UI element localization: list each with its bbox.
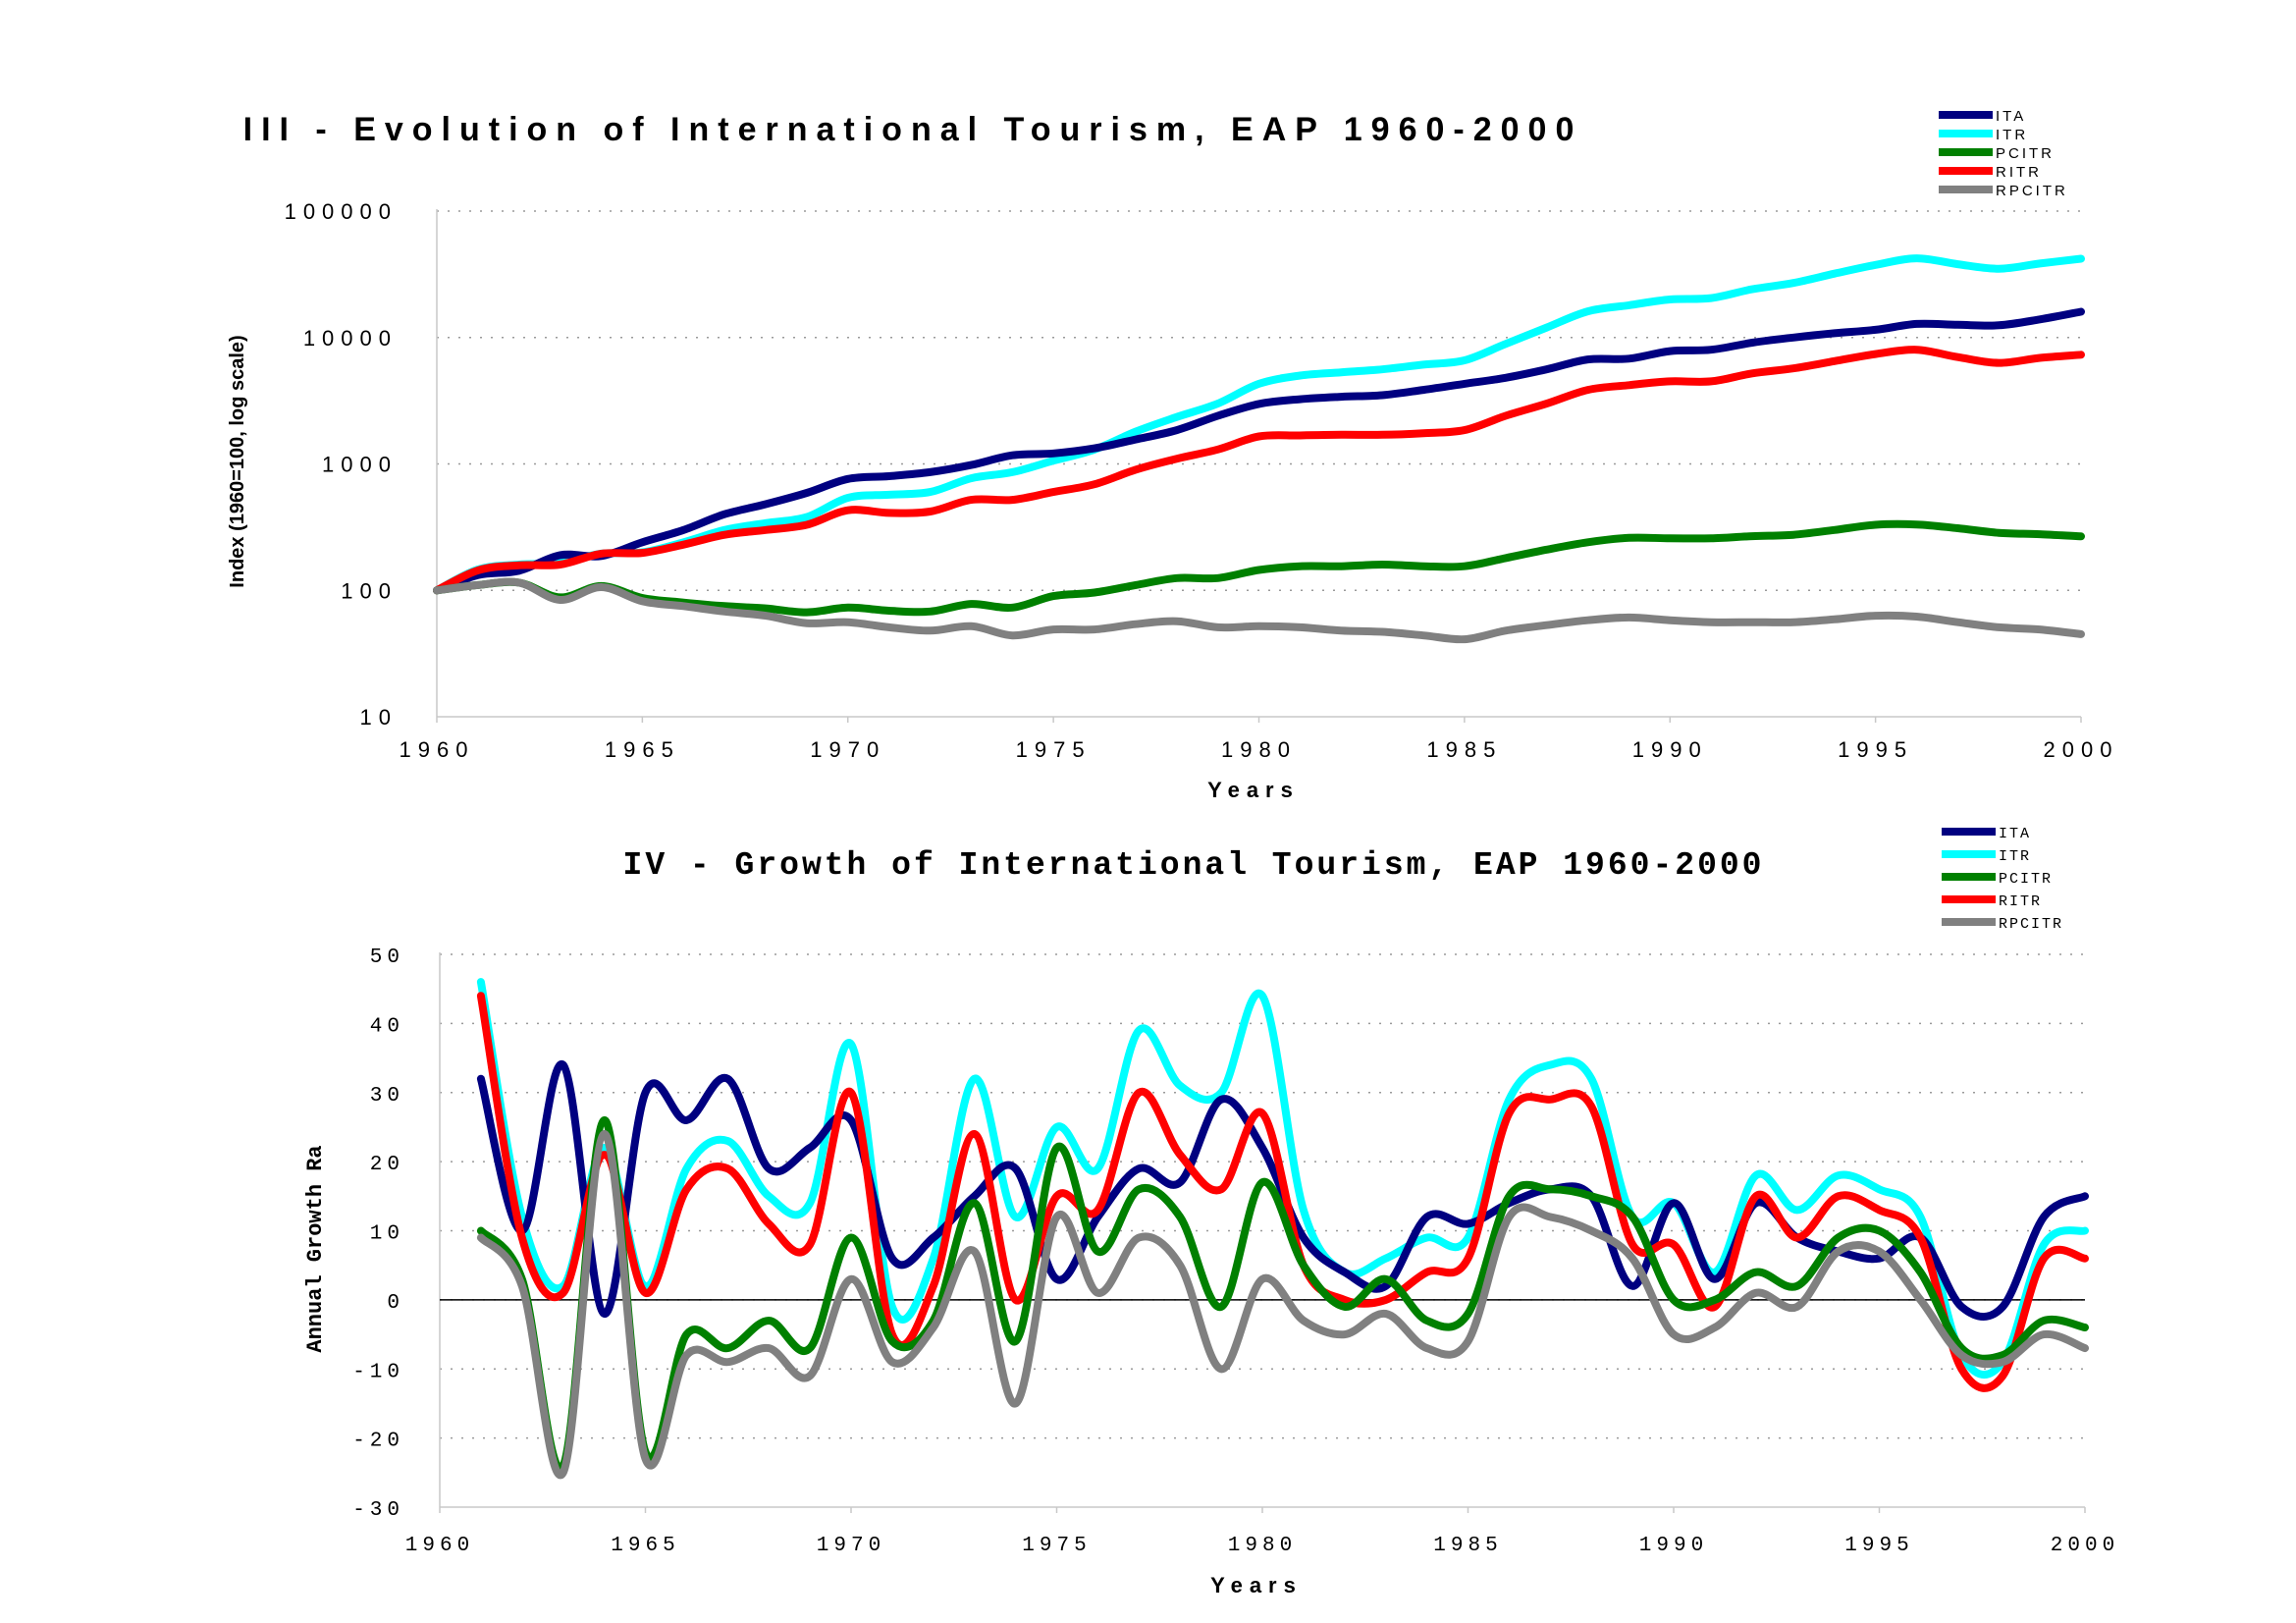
x-tick-label: 2000 <box>2051 1535 2119 1557</box>
legend-label-pcitr: PCITR <box>1999 871 2053 888</box>
chart-iii-series <box>433 254 2085 644</box>
chart-iv-axes <box>439 952 2086 1513</box>
series-line-ritr <box>476 992 2089 1392</box>
y-tick-label: 20 <box>370 1154 404 1176</box>
chart-iii-gridlines <box>437 210 2081 591</box>
x-tick-label: 1960 <box>400 737 475 762</box>
legend-label-pcitr: PCITR <box>1996 145 2055 162</box>
series-line-ita <box>433 307 2085 595</box>
y-tick-label: 40 <box>370 1015 404 1038</box>
x-tick-label: 1985 <box>1433 1535 1502 1557</box>
x-tick-label: 1990 <box>1639 1535 1708 1557</box>
series-line-rpcitr <box>476 1129 2089 1480</box>
chart-iv-series <box>476 978 2089 1480</box>
y-tick-label: 30 <box>370 1085 404 1108</box>
series-line-pcitr <box>433 519 2085 617</box>
y-tick-label: 0 <box>387 1292 404 1315</box>
x-tick-label: 1990 <box>1632 737 1708 762</box>
y-tick-label: -30 <box>352 1499 404 1522</box>
chart-iv-y-tick-labels: 50 40 30 20 10 0 -10 -20 -30 <box>352 947 404 1522</box>
legend-label-rpcitr: RPCITR <box>1999 916 2063 933</box>
x-tick-label: 1960 <box>405 1535 474 1557</box>
x-tick-label: 1995 <box>1838 737 1913 762</box>
chart-iii-y-axis-label: Index (1960=100, log scale) <box>227 335 248 587</box>
chart-iii-x-axis-label: Years <box>1207 778 1300 802</box>
y-tick-label: 1000 <box>322 453 398 477</box>
chart-iv-x-axis-label: Years <box>1210 1573 1303 1597</box>
legend-label-ritr: RITR <box>1999 893 2042 910</box>
series-line-rpcitr <box>433 577 2085 644</box>
chart-iii-legend: ITA ITR PCITR RITR RPCITR <box>1939 108 2068 199</box>
series-line-itr <box>476 978 2089 1380</box>
series-line-itr <box>433 254 2085 595</box>
y-tick-label: 50 <box>370 947 404 969</box>
x-tick-label: 1970 <box>817 1535 885 1557</box>
series-line-ritr <box>433 346 2085 595</box>
x-tick-label: 1970 <box>810 737 885 762</box>
chart-iv: IV - Growth of International Tourism, EA… <box>303 826 2119 1597</box>
y-tick-label: -10 <box>352 1361 404 1383</box>
x-tick-label: 1995 <box>1844 1535 1913 1557</box>
chart-iii: III - Evolution of International Tourism… <box>227 108 2119 802</box>
x-tick-label: 1985 <box>1426 737 1502 762</box>
x-tick-label: 1975 <box>1016 737 1092 762</box>
chart-iv-y-axis-label: Annual Growth Ra <box>303 1145 328 1352</box>
chart-iv-x-tick-labels: 1960 1965 1970 1975 1980 1985 1990 1995 2000 <box>405 1535 2119 1557</box>
legend-label-ita: ITA <box>1999 826 2031 842</box>
chart-iii-title: III - Evolution of International Tourism… <box>243 111 1583 148</box>
y-tick-label: 10000 <box>303 326 398 351</box>
x-tick-label: 1980 <box>1228 1535 1297 1557</box>
legend-label-itr: ITR <box>1999 848 2031 865</box>
chart-iv-title: IV - Growth of International Tourism, EA… <box>623 847 1765 884</box>
legend-label-ritr: RITR <box>1996 164 2042 181</box>
y-tick-label: 100000 <box>285 199 398 224</box>
x-tick-label: 1965 <box>611 1535 679 1557</box>
legend-label-ita: ITA <box>1996 108 2026 125</box>
y-tick-label: -20 <box>352 1431 404 1453</box>
legend-label-itr: ITR <box>1996 127 2028 143</box>
y-tick-label: 100 <box>341 578 398 603</box>
x-tick-label: 1975 <box>1022 1535 1091 1557</box>
x-tick-label: 1980 <box>1221 737 1297 762</box>
y-tick-label: 10 <box>360 705 398 730</box>
x-tick-label: 1965 <box>605 737 680 762</box>
chart-iii-x-tick-labels: 1960 1965 1970 1975 1980 1985 1990 1995 2000 <box>400 737 2119 762</box>
legend-label-rpcitr: RPCITR <box>1996 183 2068 199</box>
x-tick-label: 2000 <box>2044 737 2119 762</box>
y-tick-label: 10 <box>370 1223 404 1246</box>
chart-iii-axes <box>436 209 2082 723</box>
chart-iii-y-tick-labels: 100000 10000 1000 100 10 <box>285 199 398 730</box>
chart-iv-legend: ITA ITR PCITR RITR RPCITR <box>1942 826 2063 933</box>
